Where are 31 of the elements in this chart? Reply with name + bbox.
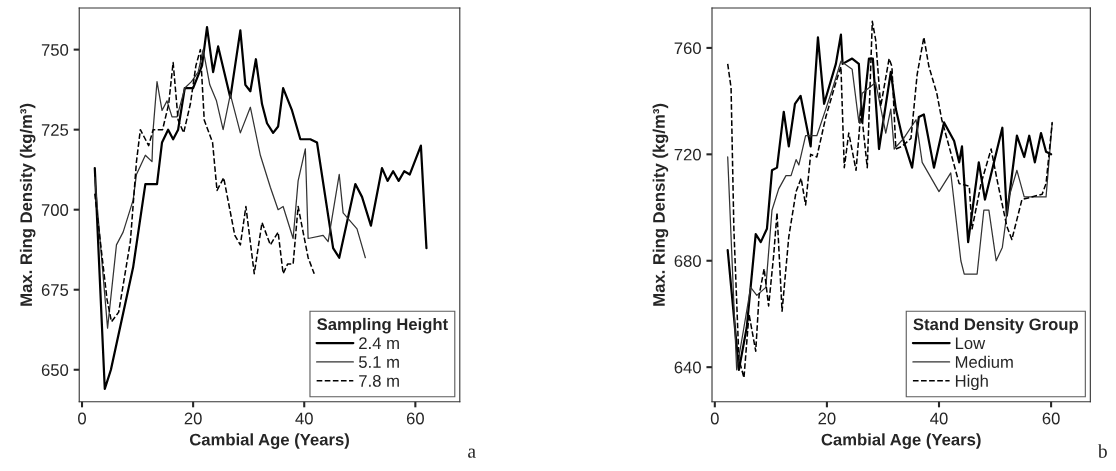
x-tick-label: 40 — [295, 412, 313, 425]
y-axis-title: Max. Ring Density (kg/m³) — [652, 103, 669, 306]
y-tick-label: 675 — [41, 284, 69, 296]
y-tick-label: 720 — [674, 148, 701, 161]
x-tick-label: 20 — [818, 412, 836, 425]
text: b — [1097, 444, 1107, 458]
y-tick-label: 640 — [674, 361, 701, 374]
text: a — [468, 448, 476, 458]
y-axis-title: Max. Ring Density (kg/m³) — [19, 103, 36, 306]
x-tick-label: 60 — [406, 412, 424, 425]
x-tick-label: 0 — [710, 412, 719, 425]
x-tick-label: 40 — [930, 412, 948, 425]
x-axis-title: Cambial Age (Years) — [821, 433, 981, 449]
x-tick-label: 0 — [78, 412, 86, 425]
legend-title: Sampling Height — [317, 317, 448, 334]
y-tick-label: 760 — [674, 42, 701, 55]
legend-title: Stand Density Group — [913, 317, 1078, 334]
legend-label: High — [955, 374, 988, 391]
y-tick-label: 750 — [41, 44, 69, 56]
y-tick-label: 725 — [41, 124, 69, 136]
y-tick-label: 680 — [674, 255, 701, 267]
legend-label: 5.1 m — [358, 356, 399, 368]
legend-label: 2.4 m — [359, 337, 399, 349]
x-tick-label: 20 — [184, 412, 202, 425]
y-tick-label: 700 — [41, 204, 69, 216]
x-axis-title: Cambial Age (Years) — [189, 433, 349, 449]
legend-label: 7.8 m — [359, 375, 399, 387]
legend-label: Low — [955, 337, 986, 350]
x-tick-label: 60 — [1042, 412, 1060, 425]
legend-label: Medium — [955, 355, 1013, 368]
y-tick-label: 650 — [41, 364, 69, 376]
